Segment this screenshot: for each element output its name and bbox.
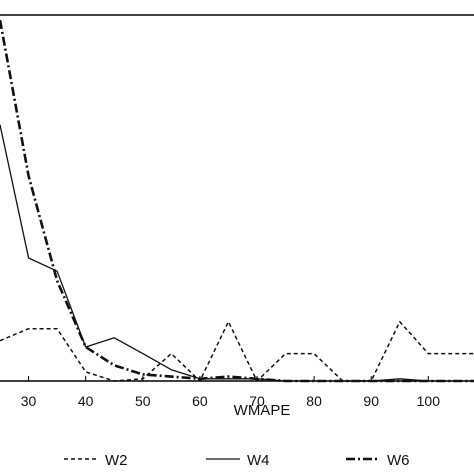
legend-item-w2: W2 (64, 452, 128, 469)
x-tick-label: 70 (249, 393, 265, 409)
legend-item-w4: W4 (206, 452, 270, 469)
x-axis-ticks: 30 40 50 60 70 80 90 100 (21, 376, 440, 409)
legend-label: W4 (247, 452, 270, 469)
legend-label: W2 (105, 452, 128, 469)
legend: W2 W4 W6 (64, 452, 410, 469)
x-tick-label: 40 (78, 393, 94, 409)
plot-frame (0, 14, 474, 382)
legend-label: W6 (387, 452, 410, 469)
x-tick-label: 50 (135, 393, 151, 409)
x-tick-label: 60 (192, 393, 208, 409)
x-axis-label: WMAPE (234, 402, 291, 419)
series-line-w6 (0, 19, 474, 383)
x-tick-label: 100 (417, 393, 441, 409)
x-tick-label: 90 (363, 393, 379, 409)
x-tick-label: 30 (21, 393, 37, 409)
legend-item-w6: W6 (346, 452, 410, 469)
series-lines (0, 19, 474, 383)
series-line-w2 (0, 320, 474, 382)
x-tick-label: 80 (306, 393, 322, 409)
